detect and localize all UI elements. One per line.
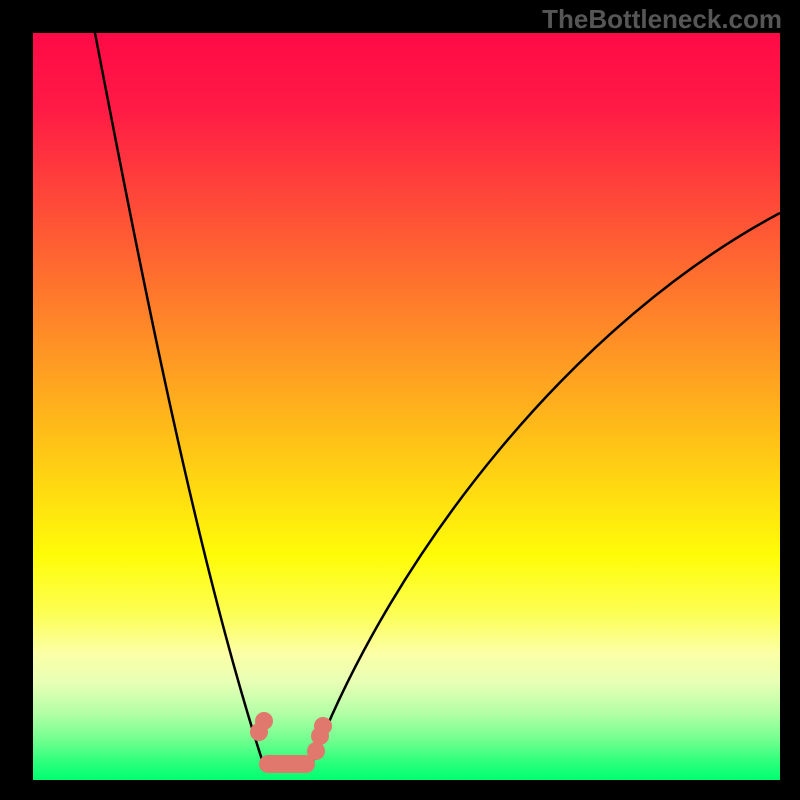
watermark-text: TheBottleneck.com — [542, 4, 782, 35]
curve-overlay — [33, 33, 780, 780]
marker-dot — [250, 723, 268, 741]
chart-container: TheBottleneck.com — [0, 0, 800, 800]
marker-bar — [259, 755, 315, 773]
plot-area — [33, 33, 780, 780]
marker-dot — [314, 717, 332, 735]
curve-left-branch — [95, 33, 264, 766]
curve-right-branch — [312, 213, 780, 763]
